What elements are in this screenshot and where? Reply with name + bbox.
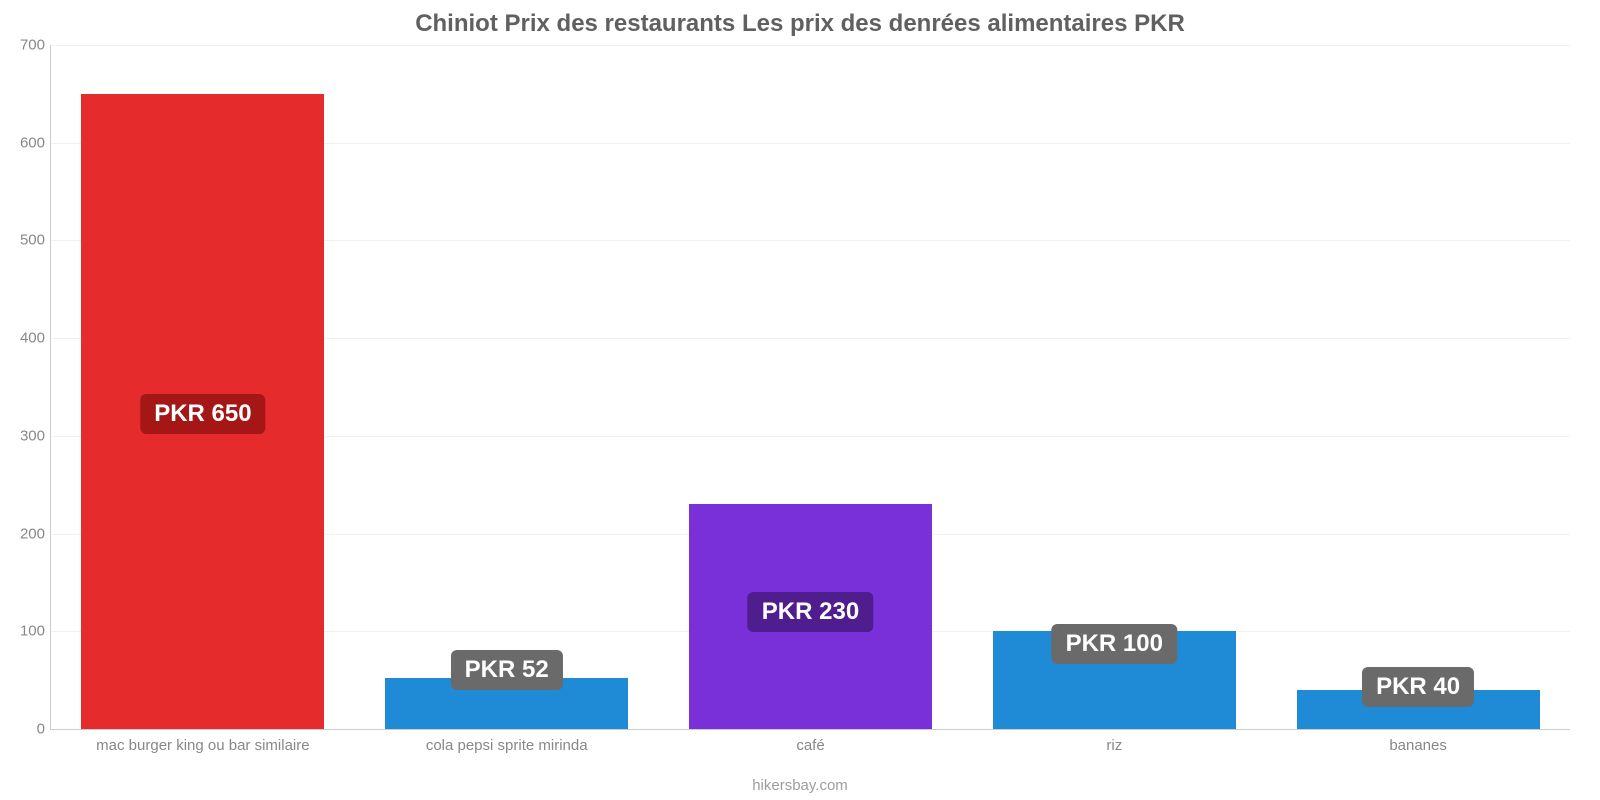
y-tick-label: 0	[37, 721, 51, 738]
x-tick-label: mac burger king ou bar similaire	[96, 729, 309, 754]
bar-slot: PKR 230	[689, 45, 932, 729]
bar-slot: PKR 40	[1297, 45, 1540, 729]
plot-area: 0100200300400500600700PKR 650mac burger …	[50, 45, 1570, 730]
chart-footer: hikersbay.com	[0, 777, 1600, 794]
bar-slot: PKR 100	[993, 45, 1236, 729]
x-tick-label: cola pepsi sprite mirinda	[426, 729, 588, 754]
x-tick-label: riz	[1106, 729, 1122, 754]
bar-slot: PKR 52	[385, 45, 628, 729]
x-tick-label: café	[796, 729, 824, 754]
y-tick-label: 600	[20, 134, 51, 151]
value-badge: PKR 40	[1362, 667, 1474, 707]
value-badge: PKR 52	[451, 650, 563, 690]
value-badge: PKR 230	[748, 592, 873, 632]
bar-slot: PKR 650	[81, 45, 324, 729]
y-tick-label: 100	[20, 623, 51, 640]
y-tick-label: 500	[20, 232, 51, 249]
chart-title: Chiniot Prix des restaurants Les prix de…	[0, 10, 1600, 38]
x-tick-label: bananes	[1389, 729, 1447, 754]
value-badge: PKR 650	[140, 394, 265, 434]
y-tick-label: 400	[20, 330, 51, 347]
price-bar-chart: Chiniot Prix des restaurants Les prix de…	[0, 0, 1600, 800]
y-tick-label: 300	[20, 427, 51, 444]
value-badge: PKR 100	[1052, 624, 1177, 664]
y-tick-label: 200	[20, 525, 51, 542]
y-tick-label: 700	[20, 37, 51, 54]
